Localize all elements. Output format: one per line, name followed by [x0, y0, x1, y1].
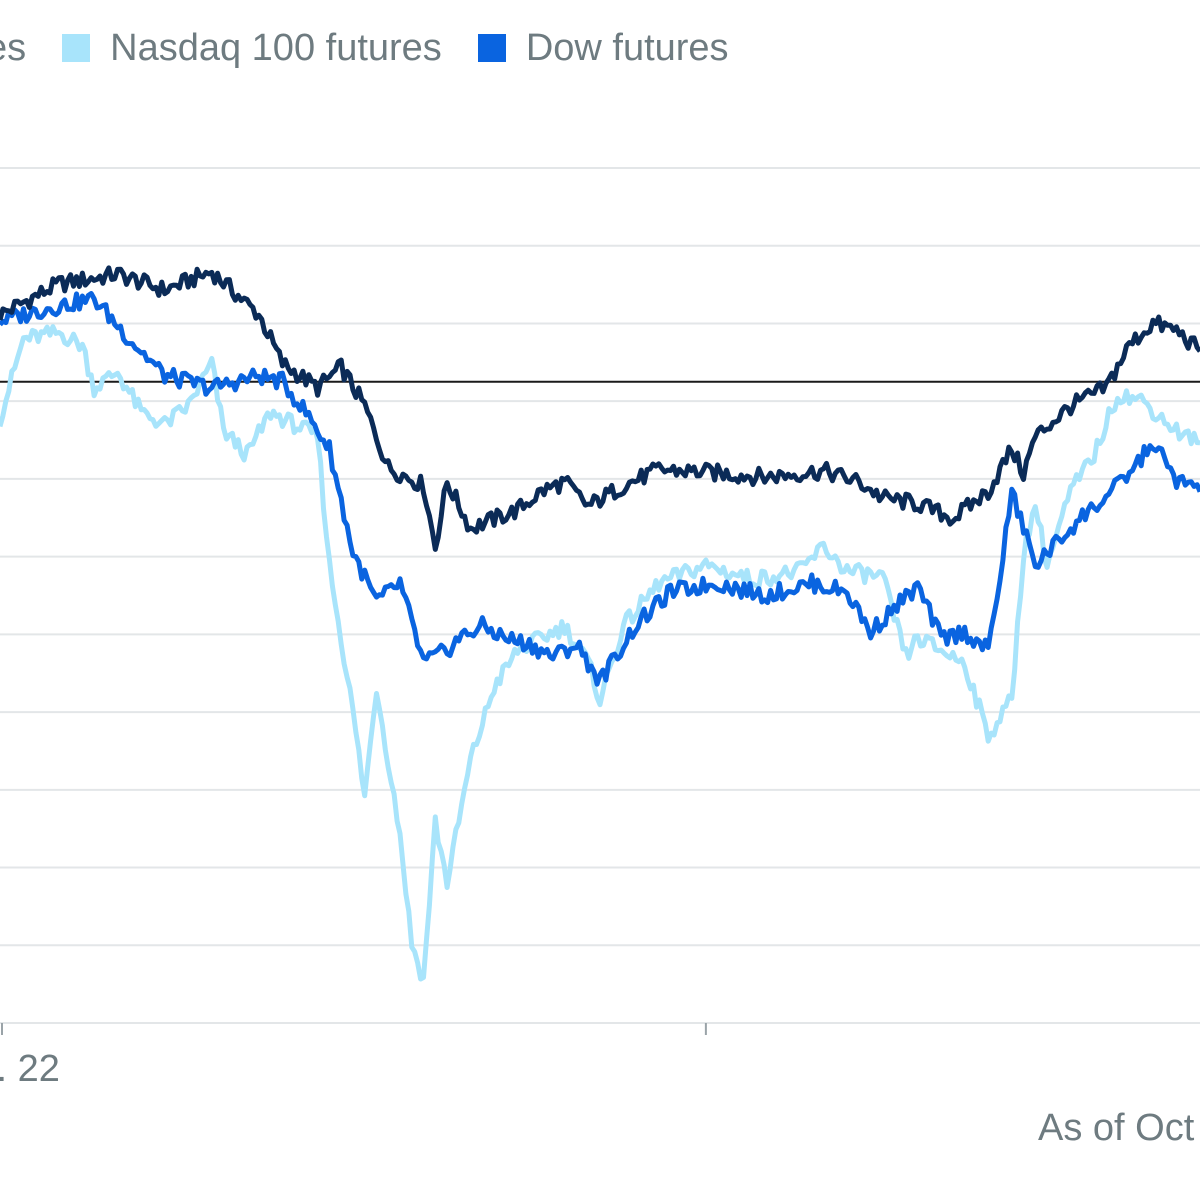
legend-swatch — [62, 34, 91, 62]
series-line — [0, 265, 1200, 552]
legend-label: Dow futures — [525, 26, 729, 69]
x-axis-ticks — [1, 1023, 707, 1035]
series-line — [0, 291, 1200, 687]
legend-label: Nasdaq 100 futures — [110, 26, 442, 69]
legend-item: es — [0, 27, 26, 70]
chart-legend: es Nasdaq 100 futures Dow futures — [0, 22, 765, 74]
legend-label: es — [0, 26, 27, 69]
series-line — [0, 324, 1200, 982]
legend-item: Nasdaq 100 futures — [62, 27, 442, 70]
series-lines — [0, 265, 1200, 982]
legend-swatch — [477, 34, 506, 62]
x-tick-label-first: t. 22 — [0, 1048, 60, 1090]
legend-item: Dow futures — [477, 26, 729, 70]
date-note: As of Oct — [1038, 1107, 1195, 1149]
